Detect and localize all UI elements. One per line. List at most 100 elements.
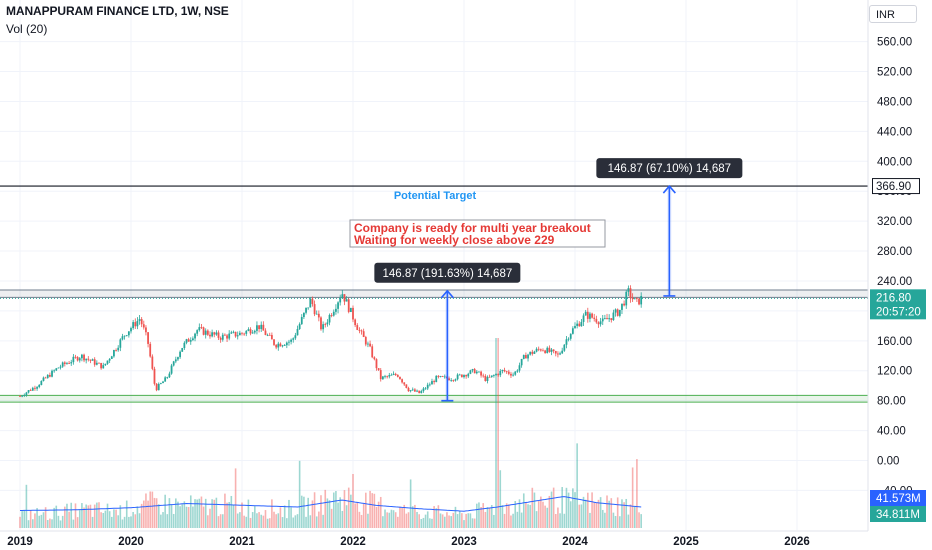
volume-bar	[68, 511, 70, 528]
volume-bar	[249, 517, 252, 528]
candle-body	[625, 291, 628, 306]
volume-bar	[226, 502, 228, 528]
candle-body	[93, 359, 96, 365]
candle-body	[89, 359, 92, 361]
candle-body	[132, 322, 135, 329]
candle-body	[38, 384, 41, 388]
volume-bar	[597, 499, 600, 528]
candle-body	[614, 309, 617, 313]
candle-body	[76, 357, 79, 361]
candle-body	[243, 333, 246, 335]
volume-bar	[211, 499, 213, 528]
candle-body	[217, 332, 220, 338]
volume-bar	[606, 495, 608, 528]
candle-body	[409, 390, 412, 392]
measure-2-label: 146.87 (67.10%) 14,687	[608, 163, 731, 175]
volume-bar	[78, 510, 81, 528]
volume-bar	[397, 516, 399, 528]
candle-body	[364, 337, 367, 345]
candle-body	[608, 318, 611, 320]
candle-body	[74, 356, 77, 358]
breakout-note-line-2: Waiting for weekly close above 229	[354, 233, 555, 247]
candle-body	[640, 295, 643, 305]
candle-body	[29, 390, 32, 391]
volume-bar	[454, 506, 457, 528]
candle-body	[213, 332, 216, 335]
candle-body	[373, 357, 376, 360]
volume-bar	[587, 492, 589, 528]
volume-bar	[106, 503, 109, 528]
volume-bar	[548, 495, 551, 528]
volume-bar	[207, 515, 209, 528]
volume-bar	[160, 514, 162, 528]
volume-bar	[254, 506, 256, 528]
candle-body	[418, 390, 421, 394]
volume-bar	[612, 512, 615, 528]
volume-bar	[157, 504, 160, 528]
currency-selector[interactable]: INR	[869, 5, 917, 23]
candle-body	[636, 298, 638, 300]
volume-bar	[463, 520, 465, 528]
candle-body	[119, 339, 122, 348]
candle-body	[337, 302, 339, 309]
volume-bar	[347, 487, 350, 528]
candle-body	[31, 387, 34, 391]
volume-bar	[81, 503, 83, 528]
candle-body	[151, 356, 154, 369]
candle-body	[495, 374, 497, 376]
volume-bar	[520, 512, 523, 528]
price-tick-label: 440.00	[877, 126, 912, 138]
volume-bar	[313, 492, 316, 528]
candle-body	[155, 383, 158, 391]
volume-indicator-label[interactable]: Vol (20)	[6, 22, 48, 36]
volume-bar	[414, 504, 416, 528]
candle-body	[98, 362, 100, 364]
volume-bar	[153, 497, 156, 528]
candle-body	[371, 346, 374, 358]
volume-bar	[87, 505, 90, 528]
volume-bar	[194, 499, 196, 528]
volume-bar	[251, 512, 254, 528]
volume-bar	[392, 510, 395, 528]
volume-bar	[36, 508, 38, 528]
candle-body	[204, 330, 207, 335]
volume-bar	[535, 511, 538, 528]
volume-bar	[213, 499, 216, 528]
candle-body	[627, 288, 630, 292]
volume-bar	[411, 506, 414, 528]
candle-body	[251, 332, 254, 334]
volume-bar	[399, 506, 401, 528]
volume-bar	[386, 512, 388, 528]
candle-body	[100, 362, 103, 369]
candle-body	[629, 288, 632, 298]
volume-bar	[456, 514, 459, 528]
volume-badge-bg	[870, 506, 926, 522]
candle-body	[403, 382, 406, 385]
volume-bar	[337, 502, 339, 528]
candle-body	[507, 371, 510, 374]
candle-body	[384, 376, 386, 378]
candle-body	[130, 328, 132, 332]
volume-bar	[516, 511, 519, 528]
candle-body	[544, 350, 547, 353]
volume-bar	[437, 505, 440, 528]
volume-bar	[638, 512, 640, 528]
candle-body	[437, 375, 440, 377]
symbol-title[interactable]: MANAPPURAM FINANCE LTD, 1W, NSE	[6, 4, 229, 18]
price-axis: 560.00520.00480.00440.00400.00360.00320.…	[867, 0, 932, 550]
volume-bar	[431, 518, 433, 528]
volume-bar	[260, 514, 263, 528]
candle-body	[576, 323, 579, 326]
volume-bar	[550, 491, 553, 528]
volume-bar	[499, 470, 502, 528]
volume-bar	[578, 504, 581, 528]
volume-bar	[484, 511, 487, 528]
candle-body	[552, 349, 555, 352]
volume-bar	[371, 493, 374, 528]
candle-body	[87, 358, 90, 360]
volume-bar	[55, 505, 58, 528]
volume-bar	[104, 510, 107, 528]
volume-bar	[488, 507, 491, 528]
